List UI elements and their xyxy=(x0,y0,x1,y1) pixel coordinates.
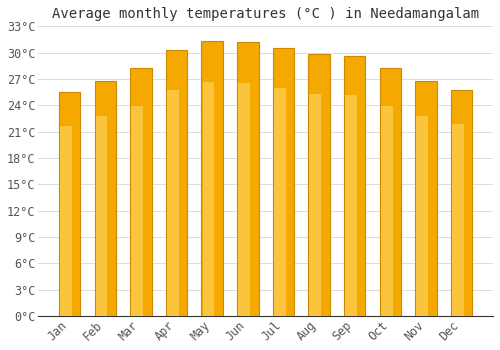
Bar xyxy=(96,116,108,316)
Bar xyxy=(344,56,366,316)
Bar xyxy=(237,42,258,316)
Bar xyxy=(166,50,187,316)
Bar xyxy=(345,95,357,316)
Bar xyxy=(167,90,178,316)
Bar xyxy=(273,48,294,316)
Bar xyxy=(130,68,152,316)
Bar xyxy=(60,126,72,316)
Bar xyxy=(132,106,143,316)
Bar xyxy=(451,90,472,316)
Bar xyxy=(202,82,214,316)
Bar xyxy=(416,116,428,316)
Bar xyxy=(452,124,464,316)
Bar xyxy=(381,106,392,316)
Bar xyxy=(416,81,436,316)
Bar xyxy=(310,93,321,316)
Bar xyxy=(238,83,250,316)
Bar xyxy=(308,54,330,316)
Title: Average monthly temperatures (°C ) in Needamangalam: Average monthly temperatures (°C ) in Ne… xyxy=(52,7,479,21)
Bar xyxy=(274,89,285,316)
Bar xyxy=(59,92,80,316)
Bar xyxy=(94,81,116,316)
Bar xyxy=(202,41,223,316)
Bar xyxy=(380,68,401,316)
